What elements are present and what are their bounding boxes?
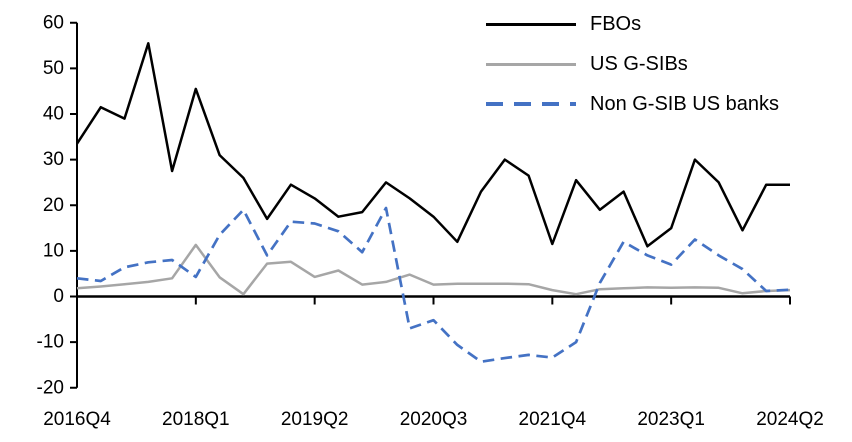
y-tick-label: 50 bbox=[43, 58, 64, 79]
x-tick-label: 2023Q1 bbox=[637, 409, 705, 430]
y-tick-label: 30 bbox=[43, 149, 64, 170]
y-tick-label: 10 bbox=[43, 240, 64, 261]
x-tick-label: 2016Q4 bbox=[43, 409, 111, 430]
chart-legend: FBOs US G-SIBs Non G-SIB US banks bbox=[486, 12, 779, 116]
legend-label: Non G-SIB US banks bbox=[590, 93, 779, 115]
y-tick-label: 40 bbox=[43, 104, 64, 125]
x-tick-label: 2019Q2 bbox=[281, 409, 349, 430]
y-tick-label: 60 bbox=[43, 12, 64, 33]
legend-item-us-gsibs: US G-SIBs bbox=[486, 52, 779, 76]
legend-line-sample bbox=[486, 102, 576, 106]
x-tick-label: 2020Q3 bbox=[400, 409, 468, 430]
legend-label: FBOs bbox=[590, 13, 642, 35]
series-line-fbos bbox=[75, 42, 790, 248]
y-tick-label: -10 bbox=[37, 332, 64, 353]
legend-item-fbos: FBOs bbox=[486, 12, 779, 36]
legend-line-sample bbox=[486, 22, 576, 26]
y-tick-label: -20 bbox=[37, 377, 64, 398]
series-line-non-g-sib-us-banks bbox=[76, 206, 791, 364]
y-tick-label: 20 bbox=[43, 195, 64, 216]
legend-item-non-gsib-us-banks: Non G-SIB US banks bbox=[486, 92, 779, 116]
x-tick-label: 2018Q1 bbox=[162, 409, 230, 430]
x-tick-label: 2024Q2 bbox=[756, 409, 824, 430]
y-tick-label: 0 bbox=[53, 286, 64, 307]
legend-label: US G-SIBs bbox=[590, 53, 688, 75]
x-tick-label: 2021Q4 bbox=[519, 409, 587, 430]
legend-line-sample bbox=[486, 62, 576, 66]
series-line-us-g-sibs bbox=[76, 243, 791, 296]
